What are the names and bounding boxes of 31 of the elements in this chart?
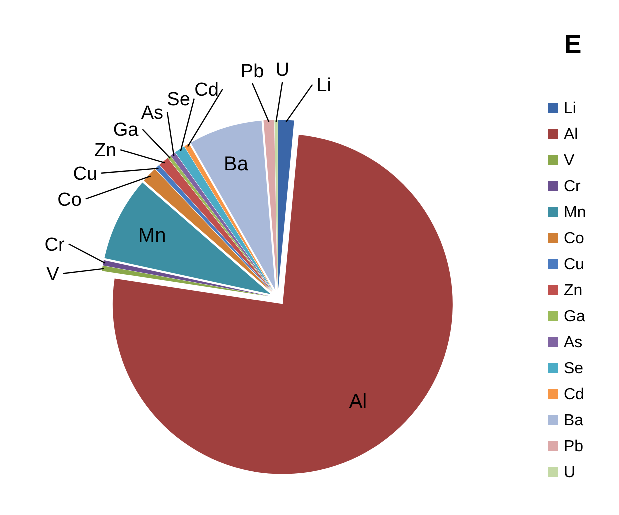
slice-label: Cd — [194, 80, 219, 101]
legend-label: Mn — [564, 204, 586, 222]
slice-label: Cu — [73, 164, 98, 186]
legend-label: Ga — [564, 308, 586, 326]
legend-label: Li — [564, 100, 576, 118]
legend-label: Pb — [564, 438, 584, 456]
slice-label: V — [46, 264, 60, 286]
legend-label: Cu — [564, 256, 584, 274]
slice-label: Cr — [44, 234, 66, 256]
legend-label: Ba — [564, 412, 584, 430]
slice-label: Co — [58, 190, 82, 211]
legend-label: Cd — [564, 386, 584, 404]
slice-label: As — [141, 103, 164, 124]
legend-label: Cr — [564, 178, 582, 196]
legend-label: Se — [564, 360, 584, 378]
chart-title: E — [564, 29, 582, 59]
slice-label: U — [276, 60, 290, 82]
slice-label: Ga — [113, 120, 140, 142]
legend-label: U — [564, 464, 576, 482]
slice-label: Al — [349, 390, 368, 413]
slice-label: Li — [316, 75, 332, 96]
slice-label: Mn — [138, 224, 166, 247]
slice-label: Ba — [224, 154, 250, 176]
slice-label: Se — [167, 89, 190, 110]
slice-label: Zn — [94, 140, 117, 162]
legend-label: Co — [564, 230, 585, 248]
legend-label: Al — [564, 126, 578, 144]
legend-label: Zn — [564, 282, 583, 300]
slice-label: Pb — [240, 62, 264, 83]
legend-label: V — [564, 152, 575, 170]
legend-label: As — [564, 334, 583, 352]
